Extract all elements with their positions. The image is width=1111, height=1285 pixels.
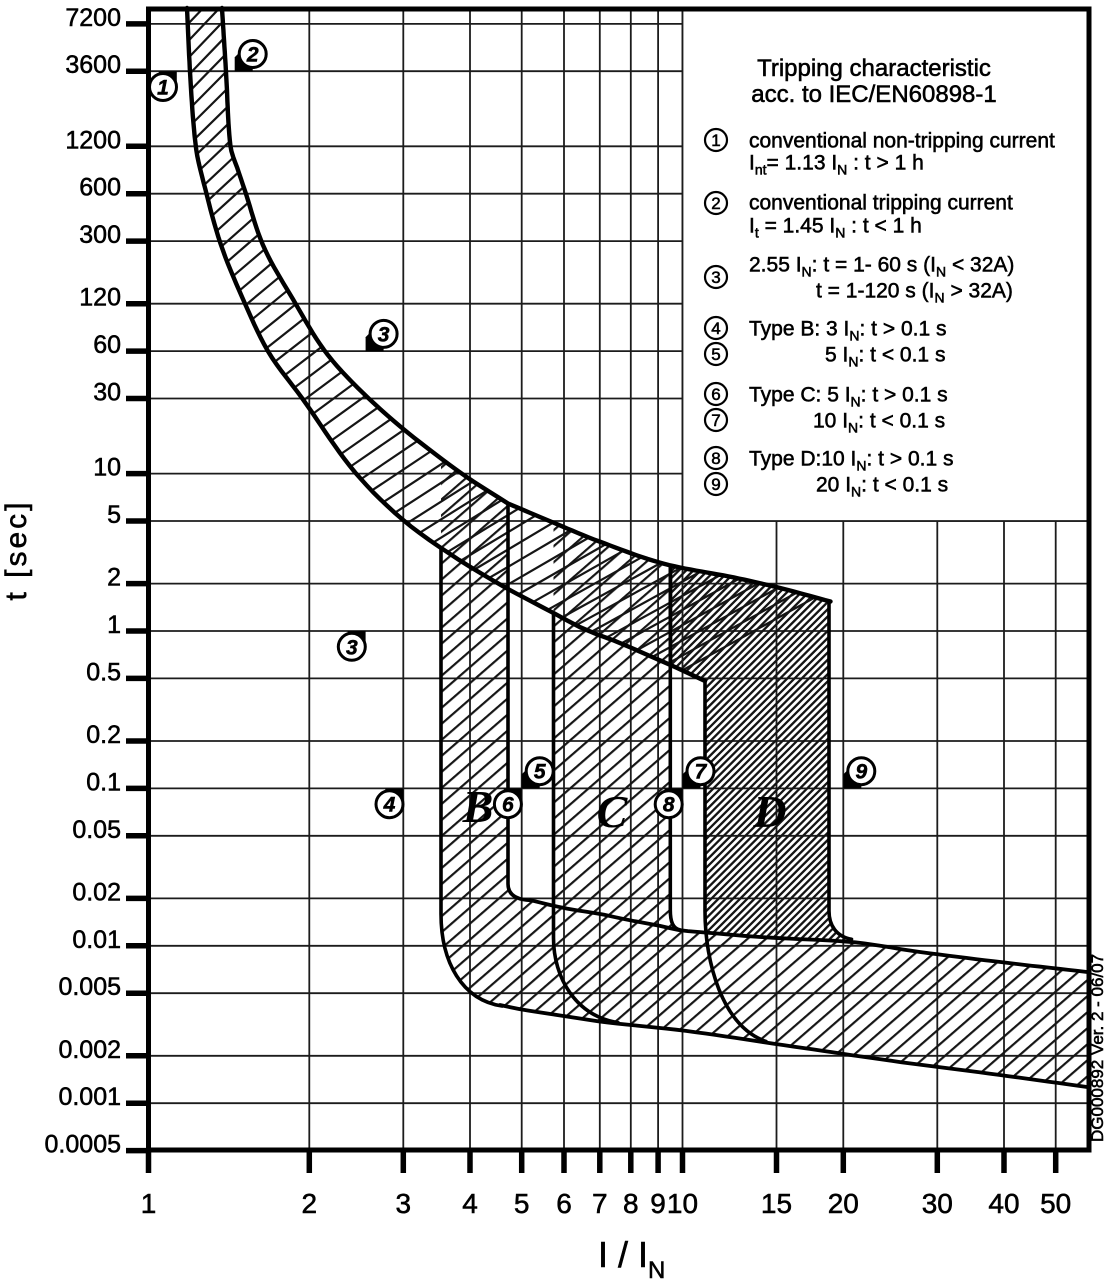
svg-text:3: 3 — [396, 1188, 412, 1219]
svg-text:10: 10 — [93, 454, 121, 482]
svg-text:2: 2 — [302, 1188, 318, 1219]
svg-text:60: 60 — [93, 331, 121, 359]
svg-text:30: 30 — [93, 379, 121, 407]
svg-text:10 IN​: t < 0.1 s: 10 IN​: t < 0.1 s — [813, 410, 945, 436]
svg-text:5 IN​: t < 0.1 s: 5 IN​: t < 0.1 s — [825, 344, 945, 370]
svg-text:acc. to IEC/EN60898-1: acc. to IEC/EN60898-1 — [751, 81, 996, 108]
svg-text:0.05: 0.05 — [72, 816, 121, 844]
svg-text:20 IN​: t < 0.1 s: 20 IN​: t < 0.1 s — [816, 474, 948, 500]
svg-text:40: 40 — [988, 1188, 1019, 1219]
svg-text:0.5: 0.5 — [86, 658, 121, 686]
svg-text:Type D:10 IN​: t > 0.1 s: Type D:10 IN​: t > 0.1 s — [749, 448, 953, 474]
svg-text:3: 3 — [378, 323, 390, 346]
svg-text:7: 7 — [695, 761, 708, 784]
svg-text:3: 3 — [346, 636, 358, 659]
svg-text:120: 120 — [79, 284, 121, 312]
svg-text:5: 5 — [107, 501, 121, 529]
svg-text:6: 6 — [556, 1188, 572, 1219]
svg-text:9: 9 — [711, 475, 720, 494]
svg-text:B: B — [462, 781, 494, 832]
svg-text:15: 15 — [761, 1188, 792, 1219]
svg-text:DG000892 Ver. 2 - 06/07: DG000892 Ver. 2 - 06/07 — [1088, 954, 1107, 1142]
svg-text:3: 3 — [711, 268, 720, 287]
svg-text:Type B: 3 IN​: t > 0.1 s: Type B: 3 IN​: t > 0.1 s — [749, 318, 946, 344]
svg-text:Tripping characteristic: Tripping characteristic — [757, 55, 991, 82]
svg-text:5: 5 — [711, 345, 720, 364]
svg-text:It​ = 1.45 IN​ : t < 1 h: It​ = 1.45 IN​ : t < 1 h — [749, 215, 922, 241]
svg-text:1: 1 — [711, 131, 720, 150]
svg-text:Type C: 5 IN​: t > 0.1 s: Type C: 5 IN​: t > 0.1 s — [749, 384, 948, 410]
svg-text:20: 20 — [828, 1188, 859, 1219]
svg-text:8: 8 — [711, 449, 720, 468]
svg-text:10: 10 — [667, 1188, 698, 1219]
svg-text:0.002: 0.002 — [58, 1036, 121, 1064]
svg-text:t [sec]: t [sec] — [0, 499, 33, 600]
svg-text:9: 9 — [650, 1188, 666, 1219]
svg-text:600: 600 — [79, 174, 121, 202]
svg-text:8: 8 — [663, 794, 675, 817]
svg-text:1200: 1200 — [65, 126, 121, 154]
svg-text:D: D — [752, 786, 786, 837]
svg-text:2.55 IN​: t = 1- 60 s (IN​ < 3: 2.55 IN​: t = 1- 60 s (IN​ < 32A) — [749, 254, 1014, 280]
svg-text:6: 6 — [502, 794, 514, 817]
svg-text:conventional non-tripping curr: conventional non-tripping current — [749, 130, 1055, 153]
svg-text:0.02: 0.02 — [72, 878, 121, 906]
svg-text:7: 7 — [711, 411, 720, 430]
svg-text:t = 1-120 s (IN​ > 32A): t = 1-120 s (IN​ > 32A) — [816, 280, 1013, 306]
svg-text:300: 300 — [79, 221, 121, 249]
svg-text:50: 50 — [1040, 1188, 1071, 1219]
svg-text:5: 5 — [514, 1188, 530, 1219]
svg-text:2: 2 — [711, 194, 720, 213]
svg-text:4: 4 — [462, 1188, 478, 1219]
svg-text:1: 1 — [107, 611, 121, 639]
svg-text:1: 1 — [157, 77, 169, 100]
svg-text:5: 5 — [534, 761, 546, 784]
svg-text:conventional tripping current: conventional tripping current — [749, 192, 1013, 215]
svg-text:6: 6 — [711, 385, 720, 404]
svg-text:0.1: 0.1 — [86, 768, 121, 796]
svg-text:7200: 7200 — [65, 4, 121, 32]
svg-text:2: 2 — [107, 564, 121, 592]
svg-text:9: 9 — [855, 761, 867, 784]
svg-text:0.0005: 0.0005 — [45, 1131, 121, 1159]
svg-text:3600: 3600 — [65, 51, 121, 79]
svg-text:0.001: 0.001 — [58, 1083, 121, 1111]
svg-text:0.005: 0.005 — [58, 973, 121, 1001]
svg-text:0.01: 0.01 — [72, 926, 121, 954]
svg-text:4: 4 — [383, 794, 396, 817]
svg-text:7: 7 — [592, 1188, 608, 1219]
svg-text:0.2: 0.2 — [86, 721, 121, 749]
svg-text:8: 8 — [623, 1188, 639, 1219]
svg-text:1: 1 — [141, 1188, 157, 1219]
svg-text:C: C — [597, 786, 629, 837]
svg-text:30: 30 — [922, 1188, 953, 1219]
svg-text:Int​= 1.13 IN​ : t > 1 h: Int​= 1.13 IN​ : t > 1 h — [749, 152, 924, 178]
svg-text:4: 4 — [711, 319, 720, 338]
svg-text:2: 2 — [246, 44, 259, 67]
